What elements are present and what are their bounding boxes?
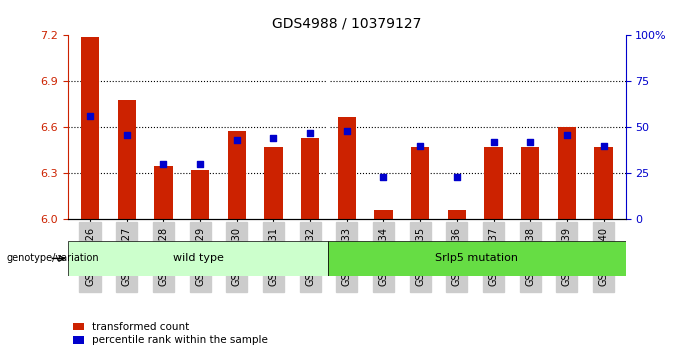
Bar <box>228 131 246 219</box>
FancyBboxPatch shape <box>328 241 626 276</box>
Bar <box>374 210 392 219</box>
Bar <box>301 138 320 219</box>
Bar <box>338 117 356 219</box>
Point <box>598 143 609 149</box>
Point <box>488 139 499 145</box>
Bar <box>265 147 283 219</box>
Point <box>84 114 95 119</box>
Bar <box>411 147 429 219</box>
Point <box>415 143 426 149</box>
Bar <box>447 210 466 219</box>
FancyBboxPatch shape <box>68 241 328 276</box>
Point <box>452 174 462 180</box>
Bar <box>484 147 503 219</box>
Legend: transformed count, percentile rank within the sample: transformed count, percentile rank withi… <box>73 322 268 345</box>
Point <box>231 137 242 143</box>
Text: Srlp5 mutation: Srlp5 mutation <box>435 253 518 263</box>
Point <box>194 161 205 167</box>
Point <box>341 128 352 134</box>
Point <box>525 139 536 145</box>
Title: GDS4988 / 10379127: GDS4988 / 10379127 <box>272 16 422 30</box>
Bar <box>594 147 613 219</box>
Bar <box>191 170 209 219</box>
Bar <box>154 166 173 219</box>
Point <box>378 174 389 180</box>
Bar <box>558 127 576 219</box>
Text: genotype/variation: genotype/variation <box>7 253 99 263</box>
Bar <box>81 37 99 219</box>
Point <box>158 161 169 167</box>
Point <box>305 130 316 136</box>
Point <box>268 136 279 141</box>
Point <box>562 132 573 138</box>
Text: wild type: wild type <box>173 253 224 263</box>
Bar <box>521 147 539 219</box>
Point <box>121 132 132 138</box>
Bar <box>118 100 136 219</box>
